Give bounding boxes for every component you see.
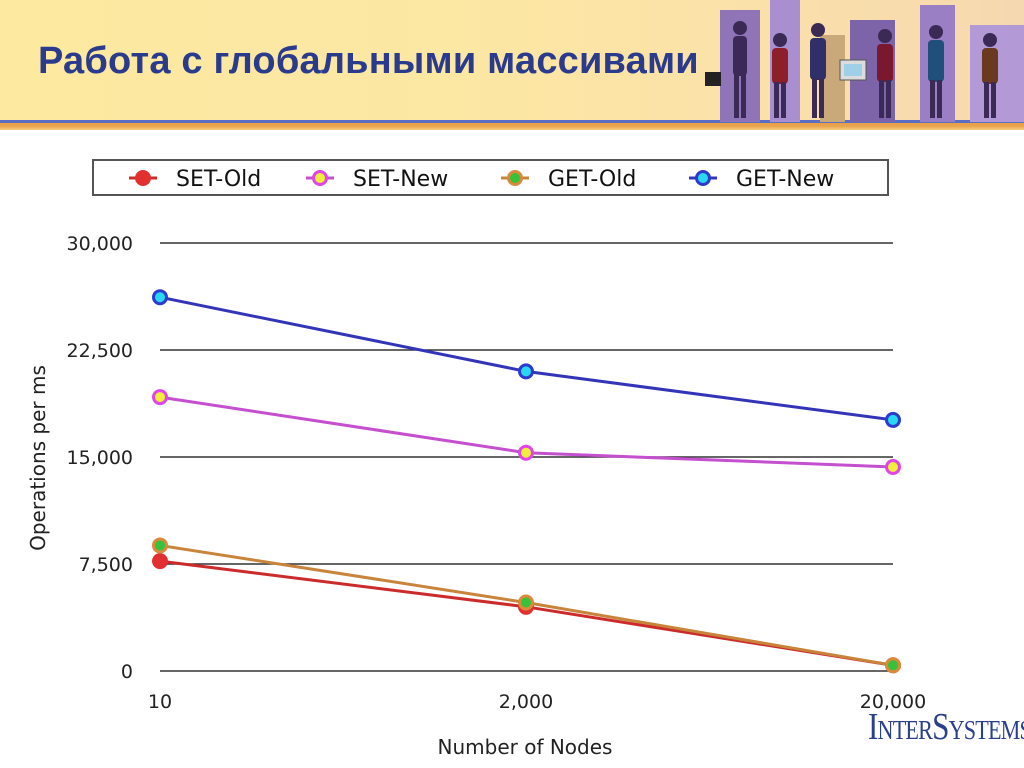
legend-marker-get-new — [695, 170, 711, 186]
chart-gridlines — [160, 242, 893, 672]
y-tick-label: 7,500 — [79, 554, 133, 576]
chart-legend: SET-Old SET-New GET-Old GET-New — [92, 159, 889, 196]
data-point-get-new — [518, 363, 534, 380]
data-point-set-new — [885, 458, 901, 475]
y-axis-title: Operations per ms — [26, 365, 50, 551]
y-tick-label: 30,000 — [67, 233, 133, 255]
business-people-illustration — [705, 0, 1024, 122]
y-tick-label: 22,500 — [67, 340, 133, 362]
x-tick-label: 20,000 — [860, 691, 926, 713]
legend-marker-set-new — [312, 170, 328, 186]
data-point-get-old — [152, 537, 168, 554]
slide-title: Работа с глобальными массивами — [38, 40, 699, 82]
legend-label-get-old: GET-Old — [548, 167, 636, 192]
series-points — [152, 289, 901, 674]
y-tick-label: 15,000 — [67, 447, 133, 469]
x-tick-label: 2,000 — [499, 691, 553, 713]
y-tick-label: 0 — [121, 661, 133, 683]
x-axis-ticks: 10 2,000 20,000 — [148, 691, 926, 713]
series-line-get-new — [159, 295, 894, 422]
data-point-set-new — [152, 389, 168, 406]
x-tick-label: 10 — [148, 691, 172, 713]
data-point-get-new — [152, 289, 168, 306]
header-divider — [0, 120, 1024, 130]
y-axis-ticks: 0 7,500 15,000 22,500 30,000 — [67, 233, 133, 683]
x-axis-title: Number of Nodes — [438, 735, 613, 759]
operations-line-chart: SET-Old SET-New GET-Old GET-New 0 7,500 15,00… — [26, 159, 926, 759]
data-point-set-old — [152, 553, 168, 570]
data-point-set-new — [518, 444, 534, 461]
legend-marker-set-old — [135, 170, 151, 186]
data-point-get-old — [885, 657, 901, 674]
legend-marker-get-old — [507, 170, 523, 186]
data-point-get-old — [518, 594, 534, 611]
legend-label-get-new: GET-New — [736, 167, 834, 192]
intersystems-logo: INTERSYSTEMS — [868, 706, 1024, 748]
data-point-get-new — [885, 411, 901, 428]
legend-box — [92, 159, 889, 196]
legend-label-set-old: SET-Old — [176, 167, 261, 192]
legend-label-set-new: SET-New — [353, 167, 448, 192]
